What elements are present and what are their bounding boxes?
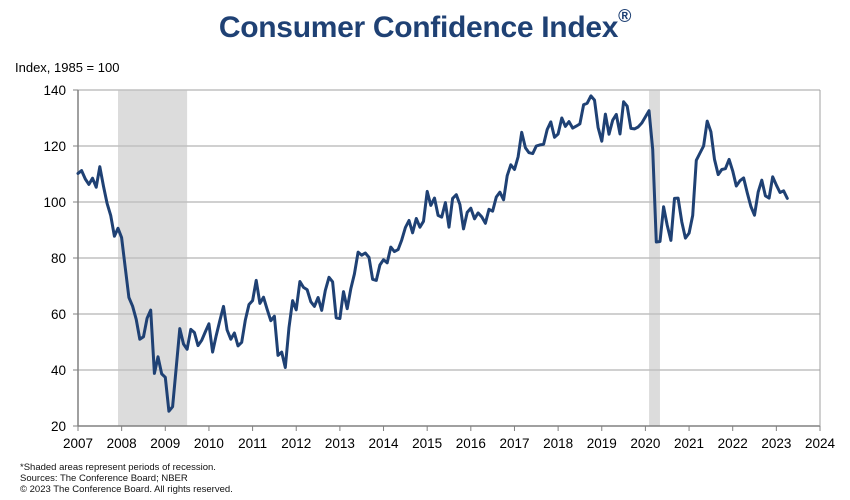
x-tick-label: 2009 bbox=[150, 436, 180, 451]
footnote-sources: Sources: The Conference Board; NBER bbox=[20, 473, 188, 484]
chart-title-text: Consumer Confidence Index bbox=[218, 11, 619, 44]
y-tick-label: 120 bbox=[43, 139, 66, 154]
x-tick-label: 2010 bbox=[194, 436, 224, 451]
x-tick-label: 2008 bbox=[107, 436, 137, 451]
x-tick-label: 2021 bbox=[674, 436, 704, 451]
chart-title: Consumer Confidence Index® bbox=[0, 6, 850, 45]
x-tick-label: 2022 bbox=[718, 436, 748, 451]
footnote-copyright: © 2023 The Conference Board. All rights … bbox=[20, 484, 233, 495]
registered-mark: ® bbox=[618, 6, 632, 26]
y-tick-label: 100 bbox=[43, 195, 66, 210]
y-tick-label: 20 bbox=[51, 419, 66, 434]
y-tick-label: 80 bbox=[51, 251, 66, 266]
x-tick-label: 2016 bbox=[456, 436, 486, 451]
y-tick-label: 140 bbox=[43, 83, 66, 98]
x-tick-label: 2015 bbox=[412, 436, 442, 451]
x-tick-labels: 2007 2008 2009 2010 2011 2012 2013 2014 2015 2016… bbox=[63, 436, 836, 451]
y-tick-label: 40 bbox=[51, 363, 66, 378]
x-tick-label: 2013 bbox=[325, 436, 355, 451]
x-tick-label: 2014 bbox=[369, 436, 400, 451]
gridlines bbox=[73, 89, 820, 427]
x-tick-label: 2007 bbox=[63, 436, 93, 451]
series-line-cci bbox=[76, 94, 789, 413]
footnotes: *Shaded areas represent periods of reces… bbox=[20, 462, 233, 495]
x-tick-label: 2012 bbox=[281, 436, 311, 451]
x-tick-label: 2023 bbox=[761, 436, 791, 451]
y-axis-label: Index, 1985 = 100 bbox=[15, 60, 120, 75]
x-tick-label: 2020 bbox=[630, 436, 660, 451]
x-tick-label: 2017 bbox=[499, 436, 529, 451]
x-tick-label: 2011 bbox=[238, 436, 267, 451]
y-tick-label: 60 bbox=[51, 307, 66, 322]
axes bbox=[77, 90, 821, 431]
x-tick-label: 2024 bbox=[805, 436, 836, 451]
x-tick-label: 2019 bbox=[587, 436, 617, 451]
y-tick-labels: 20 40 60 80 100 120 140 bbox=[43, 83, 66, 434]
x-tick-label: 2018 bbox=[543, 436, 573, 451]
series-layer bbox=[76, 94, 789, 413]
footnote-recession: *Shaded areas represent periods of reces… bbox=[20, 462, 216, 473]
